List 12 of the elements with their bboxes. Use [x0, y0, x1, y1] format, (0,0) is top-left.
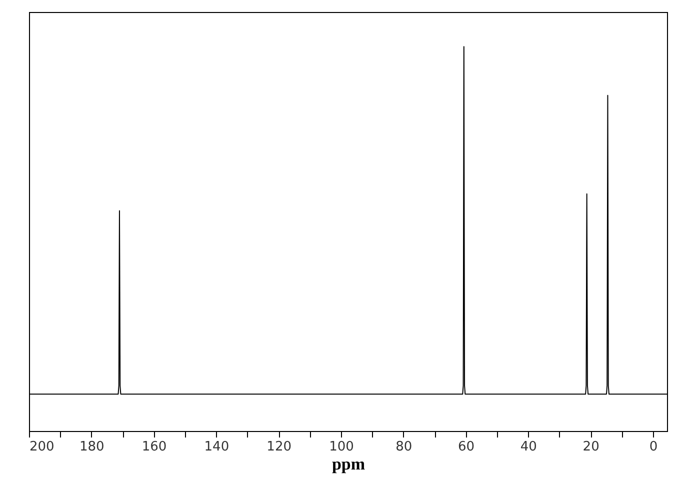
x-tick-label: 160 — [142, 440, 167, 454]
x-tick-label: 120 — [266, 440, 292, 454]
x-axis-title: ppm — [332, 454, 366, 474]
x-tick-label: 100 — [329, 440, 354, 454]
x-tick-label: 40 — [520, 440, 537, 454]
x-tick-label: 180 — [79, 440, 104, 454]
x-tick-label: 20 — [582, 440, 600, 454]
x-tick-label: 0 — [649, 440, 658, 454]
x-tick-label: 200 — [30, 440, 54, 454]
x-tick-label: 80 — [396, 440, 412, 454]
x-tick-label: 140 — [204, 440, 230, 454]
x-tick-label: 60 — [458, 440, 475, 454]
